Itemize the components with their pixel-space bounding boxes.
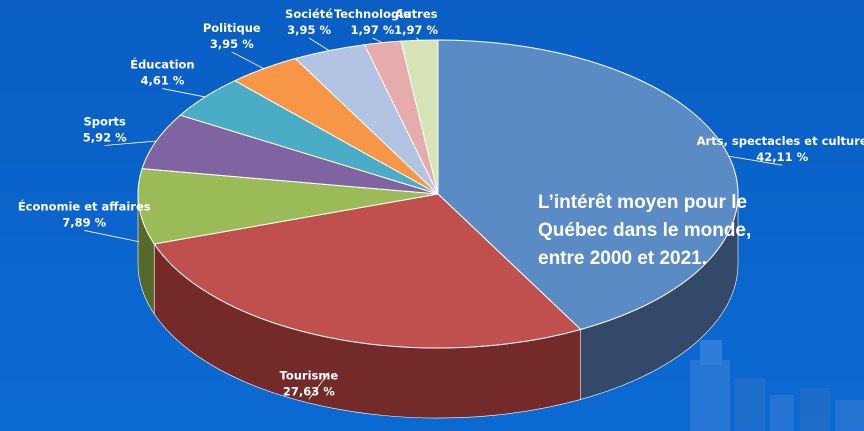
leader-tourisme <box>308 372 330 400</box>
leader-societe <box>308 37 330 51</box>
leader-arts-spectacles-et-culture <box>728 155 783 166</box>
slice-label-education: Éducation <box>130 57 194 72</box>
slice-value-arts-spectacles-et-culture: 42,11 % <box>756 150 808 164</box>
slice-labels: Arts, spectacles et culture 42,11 % Touris… <box>18 7 864 398</box>
leader-education <box>162 88 206 98</box>
slice-value-politique: 3,95 % <box>210 37 254 51</box>
slice-arts-spectacles-et-culture <box>437 39 739 331</box>
slice-value-societe: 3,95 % <box>287 23 331 37</box>
slice-label-technologie: Technologie <box>334 7 411 21</box>
slice-value-education: 4,61 % <box>140 74 184 88</box>
slice-value-technologie: 1,97 % <box>351 23 395 37</box>
slice-value-economie-et-affaires: 7,89 % <box>62 215 106 229</box>
leader-lines <box>84 37 783 400</box>
slice-label-tourisme: Tourisme <box>280 368 339 382</box>
pie-slices <box>137 39 739 349</box>
slice-tourisme <box>153 193 582 349</box>
leader-economie-et-affaires <box>84 230 140 243</box>
slice-value-tourisme: 27,63 % <box>283 384 335 398</box>
leader-autres <box>415 37 420 41</box>
leader-sports <box>104 140 157 146</box>
leader-politique <box>231 51 264 70</box>
slice-label-politique: Politique <box>203 21 261 35</box>
slice-label-economie-et-affaires: Économie et affaires <box>18 198 151 213</box>
annotation-line-1: L’intérêt moyen pour le <box>538 192 747 213</box>
slice-label-societe: Société <box>285 7 333 21</box>
slice-value-autres: 1,97 % <box>394 23 438 37</box>
slice-economie-et-affaires <box>137 168 439 245</box>
slice-value-sports: 5,92 % <box>83 131 127 145</box>
slice-label-sports: Sports <box>83 115 126 129</box>
slice-label-autres: Autres <box>395 7 438 21</box>
annotation-line-2: Québec dans le monde, <box>538 220 751 241</box>
slice-label-arts-spectacles-et-culture: Arts, spectacles et culture <box>697 134 864 148</box>
annotation-line-3: entre 2000 et 2021. <box>538 248 707 269</box>
skyline-decoration <box>690 340 864 431</box>
leader-technologie <box>372 37 383 44</box>
